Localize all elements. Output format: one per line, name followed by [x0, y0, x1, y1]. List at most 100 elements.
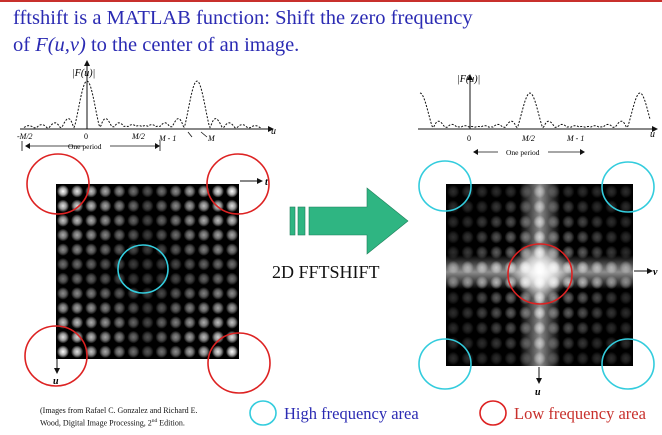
spectrum-spot	[113, 185, 126, 198]
spectrum-spot	[576, 230, 589, 244]
spectrum-spot	[447, 230, 460, 244]
right-high-freq-circle-tl	[418, 160, 472, 212]
spectrum-spot	[461, 200, 474, 214]
left-image-axis-down-label: u	[53, 376, 59, 387]
spectrum-spot	[605, 230, 618, 244]
spectrum-spot	[99, 185, 112, 198]
spectrum-spot	[85, 228, 98, 242]
spectrum-spot	[461, 185, 474, 199]
left-low-freq-circle-br	[207, 332, 271, 394]
spectrum-spot	[197, 214, 210, 227]
spectrum-spot	[99, 287, 112, 300]
credit-line2: Wood, Digital Image Processing, 2	[40, 418, 152, 428]
right-period-arrow-right	[580, 149, 585, 155]
spectrum-spot	[576, 352, 589, 365]
spectrum-spot	[576, 200, 589, 214]
spectrum-spot	[99, 228, 112, 242]
spectrum-spot	[113, 258, 126, 271]
spectrum-spot	[212, 243, 224, 256]
spectrum-spot	[169, 199, 182, 212]
arrow-body	[308, 187, 409, 255]
spectrum-spot	[57, 287, 69, 300]
spectrum-spot	[212, 214, 224, 227]
spectrum-spot	[155, 185, 168, 198]
spectrum-spot	[212, 228, 224, 242]
spectrum-spot	[226, 272, 238, 285]
title-line2-suffix: to the center of an image.	[85, 34, 300, 56]
right-period-arrow-left	[473, 149, 478, 155]
credit-line2-end: Edition.	[157, 418, 185, 428]
spectrum-spot	[127, 228, 140, 242]
left-period-label: One period	[68, 142, 102, 151]
spectrum-spot	[461, 352, 474, 365]
left-tick-m: M	[207, 134, 216, 143]
spectrum-spot	[141, 185, 154, 198]
legend-high-freq-swatch	[249, 400, 277, 426]
spectrum-spot	[605, 215, 618, 229]
spectrum-spot	[591, 185, 603, 199]
spectrum-spot	[85, 287, 98, 300]
spectrum-spot	[476, 200, 488, 214]
title-function-name: F(u,v)	[35, 34, 86, 56]
spectrum-spot	[619, 352, 632, 365]
spectrum-spot	[99, 301, 112, 315]
spectrum-spot	[476, 336, 488, 350]
legend-low-freq-label: Low frequency area	[514, 404, 646, 423]
right-plot-y-arrow	[467, 74, 473, 80]
spectrum-spot	[85, 301, 98, 315]
spectrum-spot	[57, 243, 69, 256]
left-image-background	[56, 184, 239, 359]
right-plot-ylabel: |F(u)|	[457, 74, 480, 85]
spectrum-spot	[212, 331, 224, 344]
spectrum-spot	[85, 345, 98, 358]
spectrum-spot	[183, 272, 196, 285]
left-period-arrow-right	[155, 143, 160, 149]
spectrum-spot	[183, 345, 196, 358]
spectrum-spot	[212, 287, 224, 300]
spectrum-spot	[476, 230, 488, 244]
right-image-axis-right-label: v	[653, 267, 658, 278]
spectrum-spot	[226, 228, 238, 242]
spectrum-spot	[127, 301, 140, 315]
spectrum-spot	[562, 185, 575, 199]
left-tick-pointer-b	[200, 131, 208, 138]
spectrum-spot	[183, 199, 196, 212]
left-spectrum-image: t u	[53, 177, 269, 387]
spectrum-spot	[113, 316, 126, 329]
spectrum-spot	[226, 199, 238, 212]
spectrum-spot	[576, 336, 589, 350]
spectrum-spot	[591, 352, 603, 365]
left-plot-xlabel: u	[271, 126, 276, 137]
spectrum-spot	[197, 345, 210, 358]
left-high-freq-circle-center	[117, 244, 169, 294]
spectrum-spot	[155, 301, 168, 315]
credit-sup: nd	[151, 418, 158, 424]
slide-title-line1: fftshift is a MATLAB function: Shift the…	[13, 6, 473, 30]
spectrum-spot	[141, 331, 154, 344]
spectrum-spot	[155, 345, 168, 358]
spectrum-spot	[99, 345, 112, 358]
arrow-bar-1	[289, 206, 296, 236]
spectrum-spot	[57, 214, 69, 227]
legend-low-freq-swatch	[479, 400, 507, 426]
spectrum-spot	[619, 291, 632, 305]
spectrum-spot	[619, 200, 632, 214]
spectrum-spot	[141, 272, 154, 285]
spectrum-spot	[113, 331, 126, 344]
spectrum-spot	[183, 228, 196, 242]
spectrum-spot	[57, 199, 69, 212]
spectrum-spot	[71, 258, 83, 271]
spectrum-spot	[71, 185, 83, 198]
spectrum-spot	[591, 215, 603, 229]
spectrum-spot	[591, 230, 603, 244]
spectrum-spot	[197, 258, 210, 271]
spectrum-spot	[57, 272, 69, 285]
spectrum-spot	[562, 200, 575, 214]
spectrum-spot	[490, 185, 503, 199]
spectrum-spot	[71, 243, 83, 256]
spectrum-spot	[169, 316, 182, 329]
spectrum-spot	[605, 321, 618, 335]
spectrum-spot	[71, 331, 83, 344]
spectrum-spot	[85, 272, 98, 285]
right-spectrum-image: v u	[446, 184, 658, 398]
